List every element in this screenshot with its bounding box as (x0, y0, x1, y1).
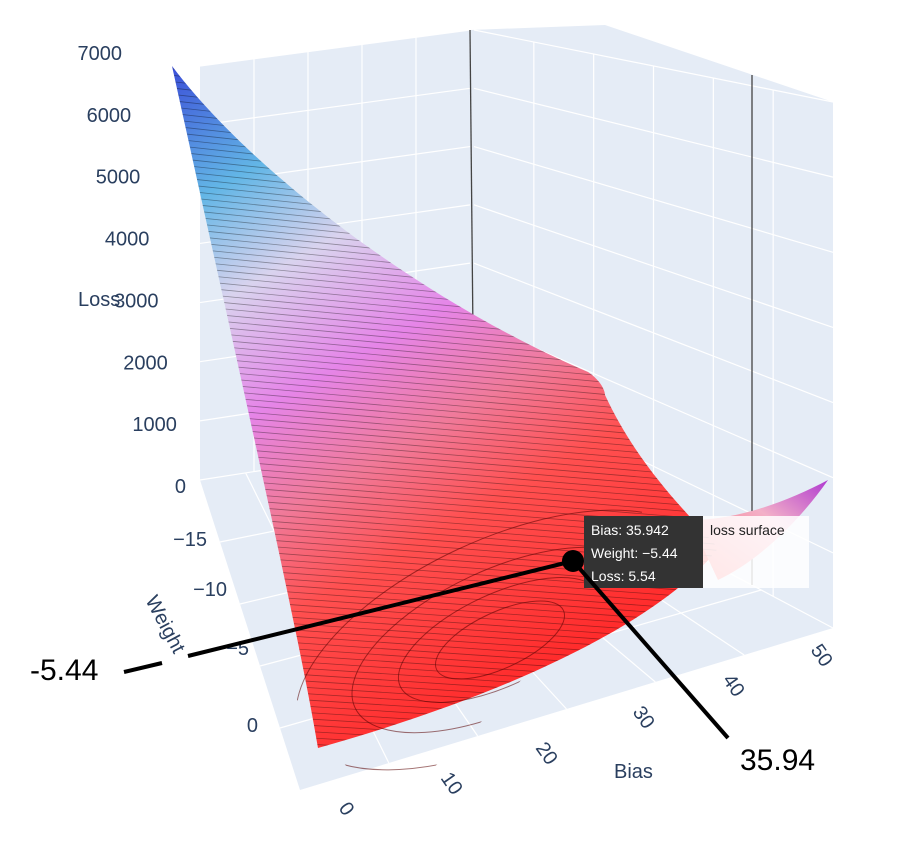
grid-line (199, 29, 471, 67)
mesh-line (172, 403, 718, 465)
mesh-line (172, 314, 718, 381)
mesh-line (172, 371, 718, 435)
mesh-line (172, 320, 718, 387)
hover-loss: Loss: 5.54 (591, 568, 656, 584)
weight-callout-line (187, 559, 574, 658)
mesh-line (172, 295, 718, 363)
y-tick-label: −10 (193, 579, 227, 601)
y-tick-label: 0 (247, 715, 258, 737)
hover-weight: Weight: −5.44 (591, 545, 678, 561)
x-tick-label: 0 (334, 798, 358, 820)
hover-trace-name: loss surface (710, 522, 785, 538)
mesh-line (172, 384, 718, 447)
x-tick-label: 10 (436, 768, 467, 799)
mesh-line (172, 447, 718, 507)
mesh-line (172, 326, 718, 393)
z-tick-label: 1000 (132, 414, 177, 436)
mesh-line (172, 740, 718, 748)
mesh-line (172, 377, 718, 441)
z-axis-title: Loss (78, 289, 120, 311)
mesh-line (172, 307, 718, 375)
mesh-line (172, 441, 718, 501)
mesh-line (172, 396, 718, 459)
mesh-line (172, 365, 718, 429)
callouts: -5.44 35.94 (30, 550, 815, 777)
bias-callout-line (571, 559, 730, 740)
mesh-line (172, 333, 718, 399)
mesh-line (172, 339, 718, 405)
mesh-line (172, 409, 718, 471)
z-tick-label: 2000 (123, 352, 168, 374)
mesh-line (172, 352, 718, 417)
mesh-line (172, 390, 718, 453)
z-tick-label: 4000 (105, 229, 150, 251)
mesh-line (172, 460, 718, 519)
mesh-line (172, 358, 718, 423)
mesh-line (150, 754, 840, 794)
x-tick-label: 30 (628, 702, 659, 733)
z-tick-label: 5000 (96, 167, 141, 189)
contour-ring (434, 600, 566, 680)
hover-tooltip: loss surface Bias: 35.942 Weight: −5.44 … (584, 516, 809, 588)
mesh-line (172, 428, 718, 489)
z-tick-label: 7000 (78, 43, 123, 65)
surface-body[interactable] (172, 66, 718, 748)
x-tick-label: 20 (531, 738, 562, 769)
weight-callout-dash (123, 661, 163, 674)
y-tick-label: −15 (173, 529, 207, 551)
weight-callout-label: -5.44 (30, 654, 98, 687)
x-tick-label: 40 (718, 670, 749, 701)
hover-bias: Bias: 35.942 (591, 522, 669, 538)
y-axis-title: Weight (141, 592, 190, 657)
mesh-line (172, 345, 718, 411)
z-tick-label: 3000 (114, 290, 159, 312)
x-axis-title: Bias (614, 761, 653, 783)
z-axis-ticks: 0 1000 2000 3000 4000 5000 6000 7000 (78, 43, 187, 498)
mesh-line (172, 746, 718, 748)
z-tick-label: 6000 (87, 105, 132, 127)
mesh-line (172, 466, 718, 525)
x-tick-label: 50 (806, 640, 837, 671)
mesh-line (172, 301, 718, 369)
highlight-point[interactable] (562, 550, 584, 572)
grid-line (199, 87, 471, 126)
z-tick-label: 0 (175, 476, 186, 498)
mesh-line (172, 734, 718, 748)
mesh-line (172, 422, 718, 483)
mesh-line (172, 435, 718, 495)
mesh-line (172, 454, 718, 513)
mesh-line (172, 415, 718, 477)
mesh-line (172, 473, 718, 531)
hover-trace-box (703, 516, 809, 588)
bias-callout-label: 35.94 (740, 744, 815, 777)
hover-box (584, 516, 703, 588)
